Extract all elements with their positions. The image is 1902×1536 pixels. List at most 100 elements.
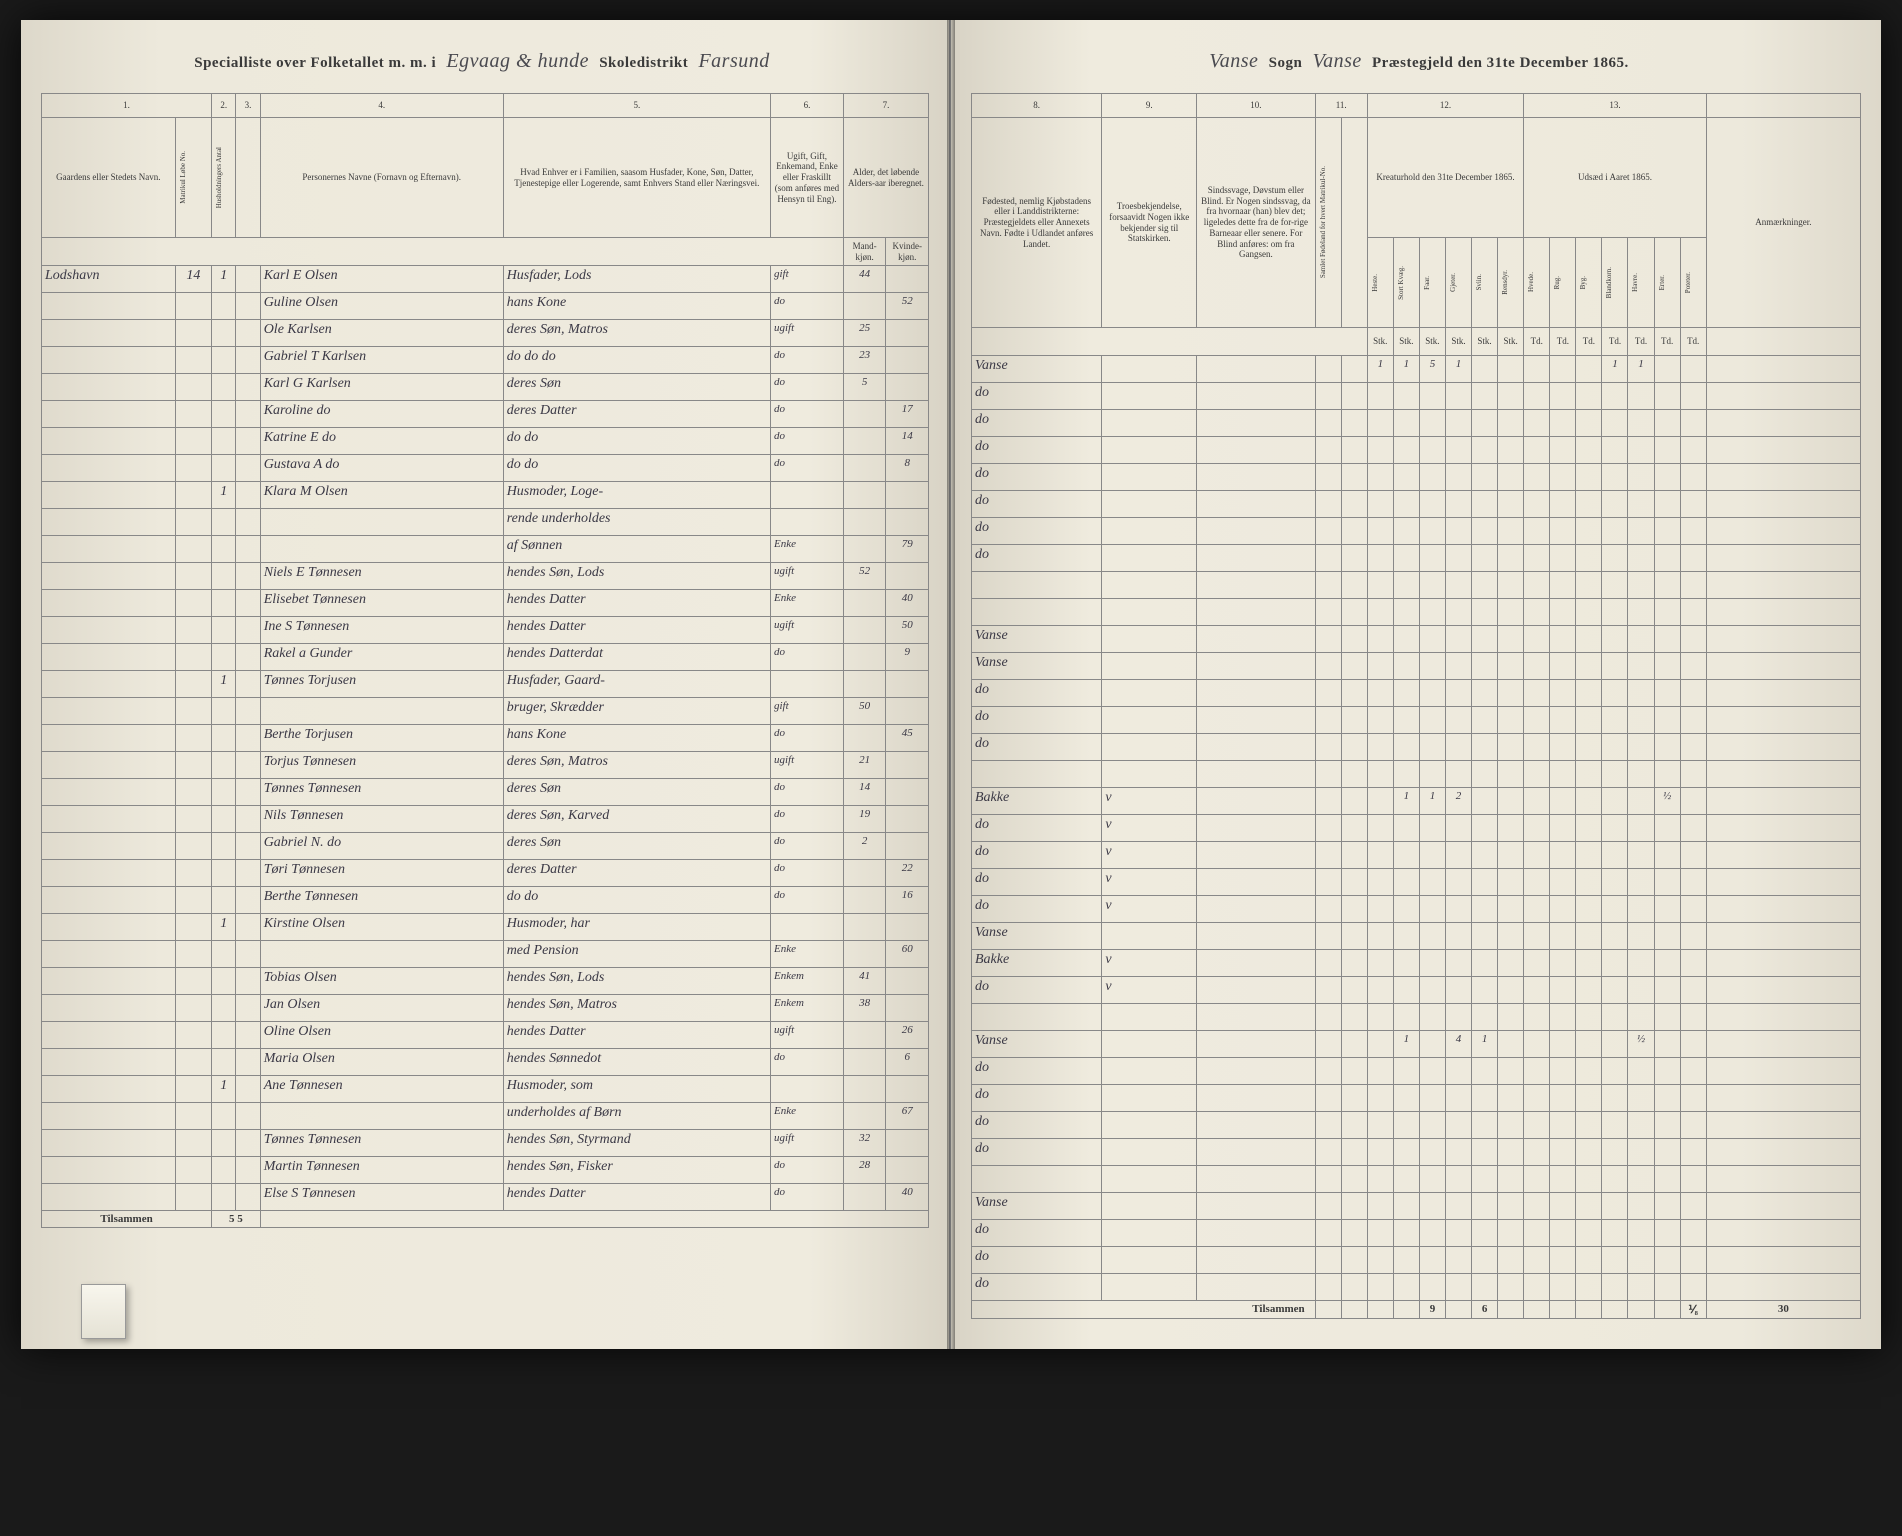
cell — [843, 590, 886, 617]
cell: Jan Olsen — [260, 995, 503, 1022]
cell — [1102, 734, 1197, 761]
cell — [1367, 842, 1393, 869]
cell — [1498, 1058, 1524, 1085]
table-row: do — [972, 1139, 1861, 1166]
cell: do — [972, 1274, 1102, 1301]
cell — [1550, 950, 1576, 977]
cell: 41 — [843, 968, 886, 995]
cell — [1498, 1247, 1524, 1274]
cell — [1341, 788, 1367, 815]
cell — [1367, 437, 1393, 464]
cell — [1628, 518, 1654, 545]
cell — [1706, 491, 1860, 518]
cell — [1706, 815, 1860, 842]
cell — [1393, 923, 1419, 950]
cell — [1498, 1166, 1524, 1193]
cell — [1576, 1274, 1602, 1301]
cell — [1445, 653, 1471, 680]
cell: do — [972, 680, 1102, 707]
cell — [1524, 1085, 1550, 1112]
cell: 14 — [886, 428, 929, 455]
cell — [1524, 869, 1550, 896]
cell: v — [1102, 869, 1197, 896]
footer-note: 30 — [1706, 1301, 1860, 1319]
cell — [1654, 1220, 1680, 1247]
cell — [1498, 788, 1524, 815]
cell — [1472, 815, 1498, 842]
rfooter-label: Tilsammen — [972, 1301, 1316, 1319]
cell — [1102, 491, 1197, 518]
cell — [1393, 518, 1419, 545]
cell — [1341, 1004, 1367, 1031]
cell — [1393, 653, 1419, 680]
table-row: Vanse115111 — [972, 356, 1861, 383]
cell — [1498, 1004, 1524, 1031]
cell: Enkem — [771, 995, 844, 1022]
table-row: med PensionEnke60 — [42, 941, 929, 968]
rcn-8: 8. — [972, 94, 1102, 118]
cell — [1315, 761, 1341, 788]
table-row: Katrine E dodo dodo14 — [42, 428, 929, 455]
cell — [1550, 599, 1576, 626]
cell — [42, 860, 176, 887]
rch-13-1: Rug. — [1550, 238, 1576, 328]
cell — [212, 752, 236, 779]
cell — [1550, 410, 1576, 437]
cell — [1628, 437, 1654, 464]
cell — [236, 644, 260, 671]
hdr-rp2: Præstegjeld den 31te December 1865. — [1372, 55, 1629, 71]
cell — [1419, 545, 1445, 572]
cell — [42, 1049, 176, 1076]
cell — [1341, 680, 1367, 707]
cell — [1628, 1004, 1654, 1031]
cell: v — [1102, 815, 1197, 842]
cell: do — [771, 860, 844, 887]
cell: Husmoder, har — [503, 914, 770, 941]
cell — [1628, 653, 1654, 680]
cell: Maria Olsen — [260, 1049, 503, 1076]
cell — [1472, 1166, 1498, 1193]
cell — [1341, 356, 1367, 383]
rch-9: Troesbekjendelse, forsaavidt Nogen ikke … — [1102, 118, 1197, 328]
cell: hendes Datter — [503, 590, 770, 617]
cn-4: 4. — [260, 94, 503, 118]
cell — [1419, 1139, 1445, 1166]
book-spine — [947, 20, 955, 1349]
cell: do — [972, 815, 1102, 842]
cell: 52 — [843, 563, 886, 590]
cell — [212, 1184, 236, 1211]
cell — [1654, 815, 1680, 842]
table-row: dov — [972, 869, 1861, 896]
cell: Husmoder, Loge- — [503, 482, 770, 509]
cell — [843, 1184, 886, 1211]
cell: do — [771, 779, 844, 806]
cell — [175, 536, 211, 563]
cell — [1498, 383, 1524, 410]
table-row: Else S Tønnesenhendes Datterdo40 — [42, 1184, 929, 1211]
cell — [1419, 653, 1445, 680]
cell — [1576, 1193, 1602, 1220]
cell — [1628, 1274, 1654, 1301]
cell — [1315, 1166, 1341, 1193]
cell — [1197, 977, 1316, 1004]
cell — [1550, 653, 1576, 680]
footer-cell: 6 — [1472, 1301, 1498, 1319]
cell — [175, 806, 211, 833]
cell — [1576, 1112, 1602, 1139]
cell: Husfader, Lods — [503, 266, 770, 293]
rch-8: Fødested, nemlig Kjøbstadens eller i Lan… — [972, 118, 1102, 328]
cell — [1393, 572, 1419, 599]
cell — [212, 1049, 236, 1076]
cell — [212, 1103, 236, 1130]
cell — [175, 914, 211, 941]
cell — [1315, 653, 1341, 680]
cell — [1498, 572, 1524, 599]
cell — [236, 1103, 260, 1130]
cell — [175, 644, 211, 671]
cell — [886, 563, 929, 590]
cell: 40 — [886, 1184, 929, 1211]
cell — [1706, 1004, 1860, 1031]
cell: hendes Datter — [503, 1022, 770, 1049]
cell: Ole Karlsen — [260, 320, 503, 347]
cell — [42, 617, 176, 644]
